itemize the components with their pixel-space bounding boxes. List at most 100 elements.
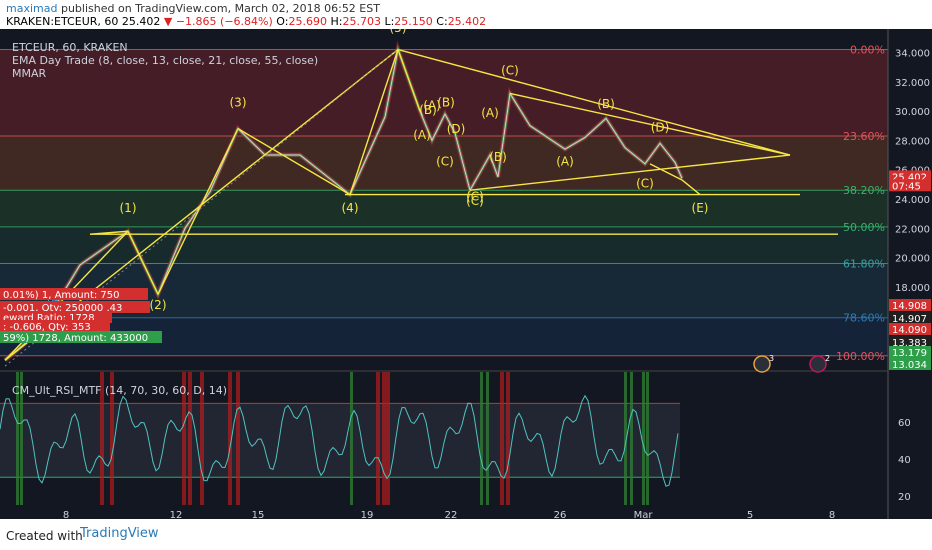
legend-symbol: ETCEUR, 60, KRAKEN <box>12 41 128 54</box>
price-tag <box>889 346 931 358</box>
position-label: -0.001, Qty: 250000 .43 <box>3 303 122 314</box>
rsi-oversold-bar <box>16 372 19 505</box>
price-change: −1.865 (−6.84%) <box>175 15 273 28</box>
legend-ema: EMA Day Trade (8, close, 13, close, 21, … <box>12 54 319 67</box>
publish-header: maximad published on TradingView.com, Ma… <box>0 0 932 29</box>
wave-label: (C) <box>466 194 484 208</box>
wave-label: (D) <box>447 122 466 136</box>
fib-band <box>0 190 888 227</box>
wave-label: (C) <box>436 154 454 168</box>
wave-trendline <box>157 128 239 295</box>
position-label-bg <box>0 288 148 300</box>
wave-label: (4) <box>342 201 359 215</box>
rsi-oversold-bar <box>20 372 23 505</box>
rsi-overbought-bar <box>110 372 114 505</box>
open-value: 25.690 <box>288 15 327 28</box>
close-label: C: <box>436 15 448 28</box>
wave-trendline <box>509 92 791 156</box>
symbol-interval: KRAKEN:ETCEUR, 60 <box>6 15 119 28</box>
position-label: 59%) 1728, Amount: 433000 <box>3 333 148 344</box>
wave-label: (A) <box>413 128 431 142</box>
price-tag <box>889 336 931 348</box>
rsi-overbought-bar <box>182 372 186 505</box>
wave-trendline <box>127 230 159 295</box>
price-tag-label: 14.090 <box>892 325 927 336</box>
position-label: : -0.606, Qty: 353 <box>3 322 91 333</box>
low-label: L: <box>384 15 395 28</box>
wave-label: (A) <box>481 106 499 120</box>
wave-label: (C) <box>636 176 654 190</box>
publish-line: maximad published on TradingView.com, Ma… <box>6 2 380 15</box>
rsi-oversold-bar <box>480 372 483 505</box>
open-label: O: <box>276 15 289 28</box>
position-label: eward Ratio: 1728 <box>3 313 95 324</box>
x-tick-label: 22 <box>445 510 458 519</box>
price-tag-label: 13.179 <box>892 348 927 359</box>
price-tag <box>889 179 931 192</box>
rsi-overbought-bar <box>386 372 390 505</box>
price-tag <box>889 358 931 370</box>
wave-label: (A) <box>556 154 574 168</box>
created-with: Created with <box>6 529 83 543</box>
price-tag-label: 14.907 <box>892 314 927 325</box>
rsi-overbought-bar <box>228 372 232 505</box>
fib-label: 23.60% <box>843 130 885 143</box>
fib-label: 50.00% <box>843 221 885 234</box>
wave-label: (C) <box>466 189 484 203</box>
wave-label: (A) <box>423 99 441 113</box>
legend-mmar: MMAR <box>12 67 47 80</box>
chart-area[interactable]: 0.00% 23.60% 38.20% 50.00% 61.80% 78.60% 100.0… <box>0 29 932 519</box>
wave-label: (B) <box>419 103 437 117</box>
x-tick-label: 19 <box>361 510 374 519</box>
fib-label: 78.60% <box>843 312 885 325</box>
wave-label: (3) <box>230 96 247 110</box>
rsi-y-tick-label: 40 <box>898 455 911 466</box>
wave-label: (1) <box>120 201 137 215</box>
last-price: 25.402 <box>121 15 161 28</box>
rsi-overbought-bar <box>188 372 192 505</box>
published-text: published on TradingView.com, March 02, … <box>60 2 380 15</box>
y-tick-label: 32.000 <box>895 78 930 89</box>
position-label-bg <box>0 320 110 332</box>
x-tick-label: 12 <box>170 510 183 519</box>
fib-label: 38.20% <box>843 184 885 197</box>
x-tick-label: 8 <box>63 510 69 519</box>
high-label: H: <box>330 15 343 28</box>
wave-trendline <box>397 49 421 112</box>
rsi-oversold-bar <box>630 372 633 505</box>
rsi-y-tick-label: 20 <box>898 492 911 503</box>
price-tag-label: 13.034 <box>892 360 927 371</box>
price-tag <box>889 323 931 335</box>
x-tick-label: 5 <box>747 510 753 519</box>
event-badge <box>753 355 771 373</box>
chart-svg[interactable]: 0.00% 23.60% 38.20% 50.00% 61.80% 78.60% 100.0… <box>0 29 932 519</box>
wave-trendline <box>681 179 701 196</box>
rsi-overbought-bar <box>236 372 240 505</box>
wave-trendline <box>469 154 791 191</box>
rsi-oversold-bar <box>642 372 645 505</box>
y-tick-label: 18.000 <box>895 283 930 294</box>
low-value: 25.150 <box>394 15 433 28</box>
x-tick-label: Mar <box>634 510 654 519</box>
wave-label: (5) <box>390 29 407 35</box>
rsi-oversold-bar <box>646 372 649 505</box>
wave-label: (C) <box>501 63 519 77</box>
fib-band <box>0 226 888 264</box>
event-badge-count: 2 <box>825 354 830 363</box>
wave-trendline <box>349 49 399 195</box>
y-tick-label: 22.000 <box>895 224 930 235</box>
event-badge-count: 3 <box>769 354 774 363</box>
rsi-overbought-bar <box>506 372 510 505</box>
footer: Created with TradingView <box>0 520 932 550</box>
price-tag <box>889 299 931 311</box>
tradingview-logo[interactable]: TradingView <box>80 526 159 541</box>
rsi-oversold-bar <box>486 372 489 505</box>
rsi-y-tick-label: 60 <box>898 418 911 429</box>
author-link[interactable]: maximad <box>6 2 58 15</box>
x-tick-label: 8 <box>829 510 835 519</box>
y-tick-label: 34.000 <box>895 48 930 59</box>
fib-label: 0.00% <box>850 44 885 57</box>
wave-label: (2) <box>150 298 167 312</box>
position-label-bg <box>0 331 162 343</box>
x-tick-label: 26 <box>554 510 567 519</box>
